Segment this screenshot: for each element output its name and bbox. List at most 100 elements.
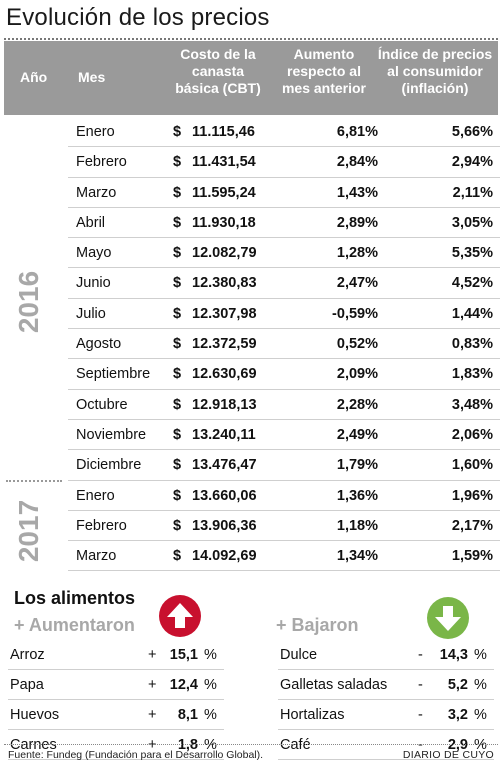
year-label-2016: 2016 bbox=[13, 270, 45, 334]
header-cost-line: Costo de la bbox=[180, 46, 256, 62]
food-value: 12,4 bbox=[169, 677, 198, 693]
cost-cell: 12.380,83 bbox=[192, 275, 257, 292]
increased-foods-list: Arroz +15,1% Papa +12,4% Huevos +8,1% Carnes +1… bbox=[8, 640, 224, 760]
cost-cell: 13.240,11 bbox=[192, 426, 256, 443]
ipc-cell: 2,11% bbox=[452, 184, 493, 201]
increase-cell: 1,18% bbox=[336, 517, 378, 534]
cost-cell: 12.630,69 bbox=[192, 366, 257, 383]
food-unit: % bbox=[474, 677, 487, 693]
month-cell: Agosto bbox=[76, 336, 122, 353]
currency-cell: $ bbox=[173, 336, 182, 353]
food-unit: % bbox=[474, 647, 487, 663]
month-cell: Enero bbox=[76, 487, 115, 504]
cost-cell: 13.906,36 bbox=[192, 517, 257, 534]
increase-cell: 2,89% bbox=[336, 214, 378, 231]
increase-cell: 1,36% bbox=[336, 487, 378, 504]
table-row: Enero $13.660,06 1,36% 1,96% bbox=[68, 481, 500, 511]
month-cell: Julio bbox=[76, 305, 106, 322]
ipc-cell: 2,17% bbox=[451, 517, 493, 534]
increase-cell: 1,43% bbox=[336, 184, 378, 201]
month-cell: Marzo bbox=[76, 548, 117, 565]
food-row: Café - 2,9% bbox=[278, 730, 494, 760]
header-ipc-line: al consumidor bbox=[387, 63, 483, 79]
month-cell: Junio bbox=[76, 275, 111, 292]
arrow-up-icon bbox=[159, 595, 201, 637]
arrow-down-icon bbox=[427, 597, 469, 639]
food-value: 3,2 bbox=[447, 707, 468, 723]
currency-cell: $ bbox=[173, 214, 182, 231]
ipc-cell: 3,05% bbox=[451, 214, 493, 231]
cost-cell: 11.115,46 bbox=[192, 124, 255, 140]
ipc-cell: 1,44% bbox=[451, 305, 493, 322]
year-divider bbox=[6, 480, 62, 482]
food-name: Hortalizas bbox=[280, 707, 345, 723]
increase-cell: 2,09% bbox=[336, 366, 378, 383]
month-cell: Enero bbox=[76, 124, 115, 140]
currency-cell: $ bbox=[173, 426, 182, 443]
header-increase-line: Aumento bbox=[293, 46, 355, 62]
table-row: Febrero $11.431,54 2,84% 2,94% bbox=[68, 147, 500, 178]
food-row: Papa +12,4% bbox=[8, 670, 224, 700]
footer-divider bbox=[4, 744, 498, 745]
ipc-cell: 0,83% bbox=[451, 336, 493, 353]
currency-cell: $ bbox=[173, 396, 182, 413]
increase-cell: 1,28% bbox=[336, 245, 378, 262]
food-unit: % bbox=[204, 677, 217, 693]
currency-cell: $ bbox=[173, 154, 182, 171]
month-cell: Septiembre bbox=[76, 366, 151, 383]
food-value: 15,1 bbox=[169, 647, 198, 663]
cost-cell: 11.431,54 bbox=[192, 154, 256, 171]
food-unit: % bbox=[204, 707, 217, 723]
currency-cell: $ bbox=[173, 275, 182, 292]
increase-cell: 1,34% bbox=[336, 548, 378, 565]
header-increase-line: mes anterior bbox=[281, 80, 367, 96]
increase-cell: 2,47% bbox=[336, 275, 378, 292]
cost-cell: 11.930,18 bbox=[192, 214, 256, 231]
food-unit: % bbox=[474, 707, 487, 723]
food-row: Galletas saladas - 5,2% bbox=[278, 670, 494, 700]
cost-cell: 11.595,24 bbox=[192, 184, 256, 201]
food-row: Huevos +8,1% bbox=[8, 700, 224, 730]
increase-cell: 1,79% bbox=[336, 457, 378, 474]
increase-cell: 2,49% bbox=[336, 426, 378, 443]
currency-cell: $ bbox=[173, 517, 182, 534]
food-name: Café bbox=[280, 737, 311, 753]
ipc-cell: 5,66% bbox=[451, 124, 493, 140]
food-row: Carnes +1,8% bbox=[8, 730, 224, 760]
table-row: Octubre $12.918,13 2,28% 3,48% bbox=[68, 390, 500, 420]
month-cell: Noviembre bbox=[76, 426, 147, 443]
cost-cell: 12.307,98 bbox=[192, 305, 257, 322]
month-cell: Octubre bbox=[76, 396, 128, 413]
title-divider bbox=[4, 38, 498, 40]
increase-cell: 2,28% bbox=[336, 396, 378, 413]
table-row: Junio $12.380,83 2,47% 4,52% bbox=[68, 268, 500, 299]
table-row: Enero $11.115,46 6,81% 5,66% bbox=[68, 117, 500, 148]
decreased-label: + Bajaron bbox=[276, 615, 359, 635]
increase-cell: 2,84% bbox=[336, 154, 378, 171]
currency-cell: $ bbox=[173, 305, 182, 322]
food-sign: + bbox=[148, 647, 157, 663]
header-cost: Costo de la canasta básica (CBT) bbox=[164, 46, 272, 97]
currency-cell: $ bbox=[173, 184, 182, 201]
food-sign: + bbox=[148, 707, 157, 723]
table-row: Agosto $12.372,59 0,52% 0,83% bbox=[68, 329, 500, 360]
food-name: Arroz bbox=[10, 647, 45, 663]
table-row: Mayo $12.082,79 1,28% 5,35% bbox=[68, 238, 500, 269]
ipc-cell: 2,94% bbox=[451, 154, 493, 171]
table-row: Diciembre $13.476,47 1,79% 1,60% bbox=[68, 450, 500, 481]
food-value: 14,3 bbox=[439, 647, 468, 663]
cost-cell: 13.476,47 bbox=[192, 457, 257, 474]
currency-cell: $ bbox=[173, 548, 182, 565]
foods-title: Los alimentos bbox=[14, 588, 136, 608]
chart-title: Evolución de los precios bbox=[6, 4, 270, 31]
header-increase: Aumento respecto al mes anterior bbox=[272, 46, 376, 97]
increase-cell: -0,59% bbox=[332, 305, 378, 322]
increased-label: + Aumentaron bbox=[14, 615, 135, 635]
food-unit: % bbox=[204, 647, 217, 663]
food-unit: % bbox=[204, 737, 217, 753]
cost-cell: 12.372,59 bbox=[192, 336, 257, 353]
table-row: Marzo $14.092,69 1,34% 1,59% bbox=[68, 541, 500, 572]
ipc-cell: 1,96% bbox=[451, 487, 493, 504]
food-sign: - bbox=[418, 707, 423, 723]
arrow-up-glyph bbox=[167, 603, 193, 628]
